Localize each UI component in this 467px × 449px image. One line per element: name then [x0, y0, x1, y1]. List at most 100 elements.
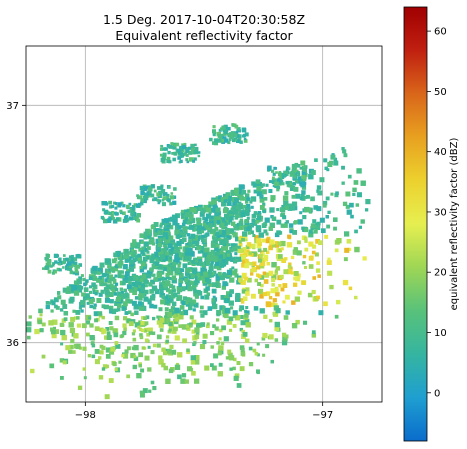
echo-cell	[140, 240, 145, 244]
echo-cell	[276, 208, 280, 212]
echo-cell	[138, 247, 143, 252]
echo-cell	[132, 364, 137, 370]
echo-cell	[294, 169, 299, 174]
echo-cell	[168, 144, 173, 149]
echo-cell	[97, 271, 101, 275]
echo-cell	[141, 346, 145, 350]
echo-cell	[250, 230, 254, 235]
echo-cell	[159, 222, 163, 226]
echo-cell	[275, 308, 281, 314]
echo-cell	[352, 192, 356, 197]
echo-cell	[269, 243, 274, 248]
echo-cell	[276, 185, 281, 190]
echo-cell	[188, 239, 192, 244]
echo-cell	[165, 318, 171, 324]
echo-cell	[273, 166, 277, 170]
echo-cell	[160, 254, 166, 260]
echo-cell	[228, 355, 235, 361]
echo-cell	[291, 201, 298, 207]
echo-cell	[295, 171, 299, 175]
echo-cell	[148, 282, 153, 287]
echo-cell	[213, 270, 217, 275]
echo-cell	[128, 202, 132, 206]
echo-cell	[292, 205, 298, 211]
echo-cell	[97, 268, 103, 274]
echo-cell	[236, 361, 241, 365]
echo-cell	[308, 241, 314, 247]
echo-cell	[221, 254, 226, 259]
echo-cell	[102, 364, 108, 369]
echo-cell	[179, 305, 185, 310]
echo-cell	[224, 257, 228, 261]
echo-cell	[138, 285, 142, 289]
echo-cell	[122, 218, 127, 223]
echo-cell	[220, 341, 225, 346]
echo-cell	[217, 211, 222, 215]
echo-cell	[217, 259, 223, 264]
echo-cell	[168, 289, 174, 295]
echo-cell	[211, 298, 215, 302]
echo-cell	[132, 239, 137, 244]
echo-cell	[141, 316, 145, 320]
echo-cell	[148, 327, 153, 333]
echo-cell	[297, 176, 302, 180]
echo-cell	[115, 217, 120, 221]
echo-cell	[256, 215, 262, 221]
echo-cell	[172, 220, 178, 226]
echo-cell	[184, 255, 189, 260]
echo-cell	[297, 219, 303, 225]
echo-cell	[223, 259, 229, 265]
echo-cell	[238, 277, 243, 283]
echo-cell	[224, 130, 228, 135]
echo-cell	[179, 159, 183, 163]
echo-cell	[226, 269, 233, 275]
echo-cell	[161, 155, 166, 160]
echo-cell	[262, 271, 267, 275]
echo-cell	[156, 245, 161, 250]
echo-cell	[311, 289, 316, 295]
echo-cell	[111, 204, 115, 208]
echo-cell	[76, 279, 82, 285]
echo-cell	[282, 195, 289, 201]
echo-cell	[60, 376, 64, 380]
echo-cell	[66, 265, 70, 269]
echo-cell	[179, 239, 185, 244]
echo-cell	[315, 268, 321, 273]
echo-cell	[179, 273, 184, 278]
echo-cell	[69, 344, 74, 350]
echo-cell	[136, 218, 141, 223]
echo-cell	[342, 279, 349, 286]
echo-cell	[106, 331, 111, 336]
echo-cell	[241, 127, 247, 132]
echo-cell	[124, 311, 129, 315]
echo-cell	[214, 138, 219, 143]
echo-cell	[217, 371, 223, 377]
echo-cell	[262, 292, 267, 297]
echo-cell	[159, 328, 164, 332]
echo-cell	[174, 364, 181, 370]
echo-cell	[194, 227, 198, 232]
echo-cell	[191, 244, 195, 248]
echo-cell	[87, 354, 92, 358]
echo-cell	[252, 213, 257, 217]
echo-cell	[356, 192, 362, 198]
echo-cell	[160, 157, 165, 163]
echo-cell	[204, 217, 209, 222]
echo-cell	[104, 278, 108, 282]
echo-cell	[177, 374, 182, 380]
echo-cell	[260, 283, 264, 288]
echo-cell	[109, 326, 114, 331]
echo-cell	[159, 153, 163, 157]
echo-cell	[186, 160, 190, 164]
echo-cell	[113, 211, 118, 215]
echo-cell	[274, 338, 279, 342]
echo-cell	[138, 352, 144, 358]
echo-cell	[264, 217, 270, 223]
echo-cell	[226, 132, 230, 136]
echo-cell	[245, 306, 249, 310]
echo-cell	[175, 229, 180, 235]
echo-cell	[156, 334, 162, 340]
echo-cell	[176, 249, 181, 254]
chart-subtitle: Equivalent reflectivity factor	[115, 28, 293, 43]
